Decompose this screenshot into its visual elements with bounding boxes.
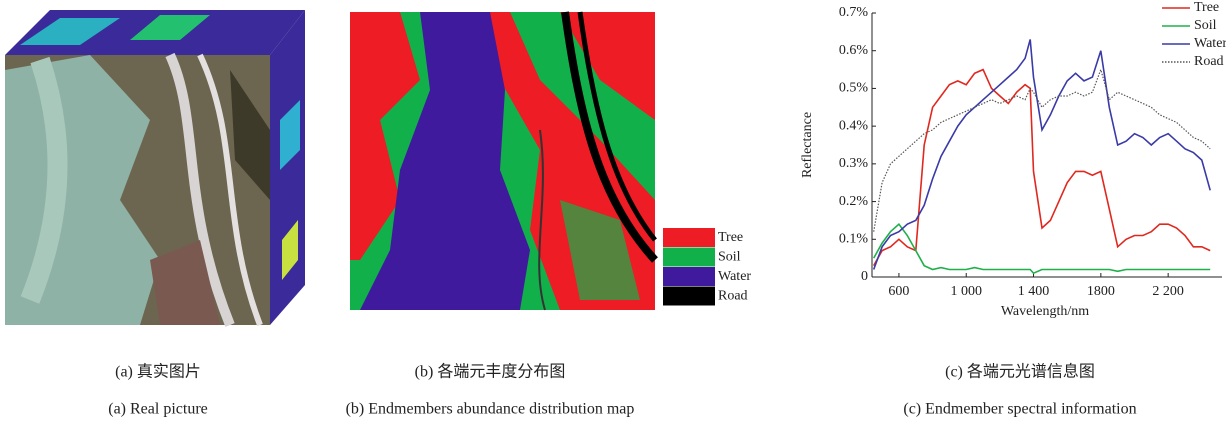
legend-label: Tree <box>1194 0 1219 15</box>
caption-zh: (c) 各端元光谱信息图 <box>945 363 1095 381</box>
legend-label: Water <box>718 269 751 284</box>
figure: Tree Soil Water Road Wavelength/nm Reflecta… <box>0 0 1226 425</box>
caption-zh: (b) 各端元丰度分布图 <box>415 363 566 381</box>
legend-label: Soil <box>1194 18 1217 33</box>
series-line <box>874 224 1210 273</box>
y-axis-label: Reflectance <box>800 112 815 178</box>
legend-label: Water <box>1194 36 1226 51</box>
legend-swatch <box>663 267 715 286</box>
legend-swatch <box>663 228 715 247</box>
abundance-map <box>350 12 655 310</box>
y-tick-label: 0.7% <box>839 5 869 20</box>
caption-en: (c) Endmember spectral information <box>903 401 1136 418</box>
y-tick-label: 0.1% <box>839 232 869 247</box>
y-tick-label: 0.6% <box>839 43 869 58</box>
y-tick-label: 0.3% <box>839 156 869 171</box>
real-picture <box>5 10 305 325</box>
x-tick-label: 2 200 <box>1152 284 1184 299</box>
y-tick-label: 0 <box>861 269 868 284</box>
series-line <box>874 70 1210 266</box>
x-axis-label: Wavelength/nm <box>1001 304 1089 319</box>
legend-label: Soil <box>718 250 741 265</box>
x-tick-label: 1 000 <box>950 284 982 299</box>
legend-label: Road <box>1194 54 1224 69</box>
x-tick-label: 1 400 <box>1018 284 1050 299</box>
x-tick-label: 600 <box>888 284 909 299</box>
y-tick-label: 0.4% <box>839 118 869 133</box>
x-tick-label: 1800 <box>1087 284 1115 299</box>
legend-label: Road <box>718 289 748 304</box>
legend-swatch <box>663 248 715 267</box>
legend-swatch <box>663 287 715 306</box>
caption-zh: (a) 真实图片 <box>115 363 201 381</box>
y-tick-label: 0.2% <box>839 194 869 209</box>
legend-label: Tree <box>718 230 743 245</box>
caption-en: (b) Endmembers abundance distribution ma… <box>346 401 635 418</box>
y-tick-label: 0.5% <box>839 81 869 96</box>
abundance-legend: Tree Soil Water Road <box>663 228 751 306</box>
caption-en: (a) Real picture <box>108 401 208 418</box>
